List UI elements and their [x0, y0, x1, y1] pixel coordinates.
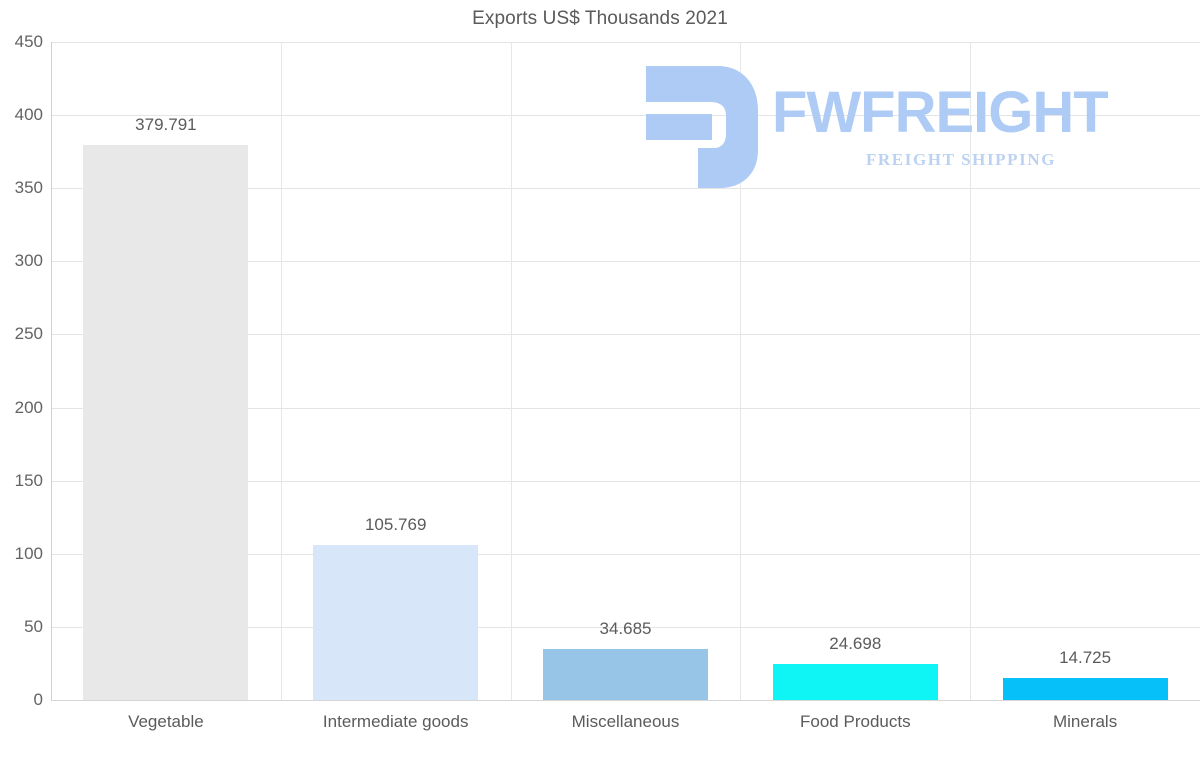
gridline-horizontal	[51, 626, 1200, 628]
x-axis-label-food-products: Food Products	[800, 712, 911, 731]
bar-value-label: 379.791	[135, 114, 197, 134]
gridline-horizontal	[51, 700, 1200, 701]
gridline-horizontal	[51, 42, 1200, 43]
y-axis-tick-label: 450	[14, 32, 43, 51]
y-axis-tick-label: 50	[24, 616, 43, 636]
x-axis-label-miscellaneous: Miscellaneous	[571, 712, 680, 731]
x-axis-label-vegetable: Vegetable	[128, 712, 204, 731]
gridline-vertical	[970, 42, 971, 700]
gridline-vertical	[511, 42, 512, 700]
gridline-horizontal	[51, 115, 1200, 117]
y-axis-tick-label: 100	[14, 543, 43, 563]
gridline-horizontal	[51, 553, 1200, 555]
y-axis-tick-label: 150	[14, 470, 43, 490]
bar-value-label: 34.685	[599, 619, 652, 639]
y-axis-tick-label: 200	[14, 397, 43, 417]
y-axis-tick-label: 0	[33, 690, 43, 709]
x-axis-label-intermediate-goods: Intermediate goods	[322, 712, 469, 731]
bar-value-label: 105.769	[364, 515, 427, 535]
bar-miscellaneous[interactable]	[543, 649, 708, 700]
y-axis-tick-label: 300	[14, 251, 43, 271]
y-axis-line	[51, 42, 52, 700]
gridline-horizontal	[51, 480, 1200, 482]
y-axis-tick-label: 250	[14, 324, 43, 344]
bar-vegetable[interactable]	[83, 144, 249, 700]
x-axis-label-minerals: Minerals	[1052, 712, 1118, 731]
gridline-horizontal	[51, 188, 1200, 190]
gridline-horizontal	[51, 334, 1200, 336]
chart-title: Exports US$ Thousands 2021	[472, 8, 728, 29]
bar-minerals[interactable]	[1002, 678, 1168, 700]
bar-food-products[interactable]	[772, 663, 938, 700]
plot-area	[51, 42, 1200, 701]
gridline-horizontal	[51, 261, 1200, 263]
y-axis-tick-label: 400	[14, 105, 43, 125]
gridline-vertical	[281, 42, 282, 700]
bar-value-label: 14.725	[1059, 648, 1112, 668]
bar-intermediate-goods[interactable]	[313, 545, 479, 700]
gridline-horizontal	[51, 407, 1200, 409]
bar-value-label: 24.698	[829, 633, 882, 653]
gridline-vertical	[740, 42, 741, 700]
y-axis-tick-label: 350	[14, 178, 43, 198]
